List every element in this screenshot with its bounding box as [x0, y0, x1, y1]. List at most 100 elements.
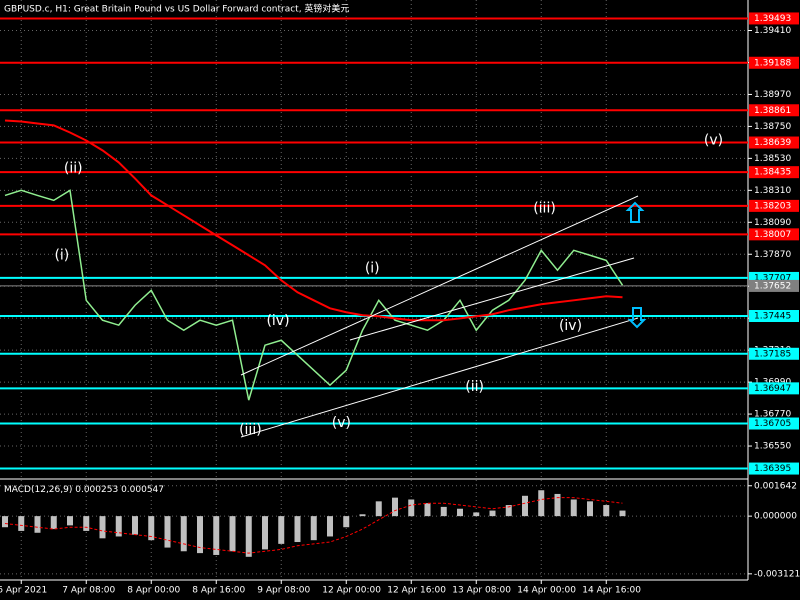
histogram-bar	[180, 516, 187, 552]
y-tick-label: 1.38310	[754, 186, 791, 196]
wave-label: (iv)	[266, 313, 289, 329]
histogram-bar	[440, 506, 447, 517]
histogram-bar	[132, 516, 138, 535]
wave-label: (i)	[54, 247, 69, 263]
x-tick-label: 8 Apr 00:00	[127, 586, 180, 596]
level-label: 1.37445	[754, 312, 791, 322]
level-label: 1.36395	[754, 464, 791, 474]
y-tick-label: 1.38750	[754, 122, 791, 132]
level-label-box	[749, 136, 799, 149]
x-tick-label: 7 Apr 08:00	[62, 586, 115, 596]
histogram-bar	[2, 516, 8, 528]
y-tick-label: 1.36550	[754, 442, 791, 452]
series-line	[4, 497, 623, 554]
current-price-box	[749, 279, 799, 292]
macd-main: 0.000253	[75, 485, 118, 495]
histogram-bar	[115, 516, 122, 537]
wave-label: (iii)	[239, 422, 262, 438]
histogram-bar	[457, 508, 463, 517]
histogram-bar	[587, 501, 593, 517]
y-tick-label: 1.37870	[754, 250, 791, 260]
level-label-box	[749, 228, 799, 241]
y-tick-label: 1.38530	[754, 154, 791, 164]
up-arrow	[625, 201, 645, 223]
histogram-bar	[83, 516, 90, 531]
x-tick-label: 13 Apr 08:00	[452, 586, 511, 596]
level-label-box	[749, 417, 799, 430]
histogram-bar	[603, 505, 610, 517]
level-label: 1.37185	[754, 349, 791, 359]
histogram-bar	[327, 516, 333, 537]
level-label-box	[749, 199, 799, 212]
y-tick-label: 1.38970	[754, 90, 791, 100]
y-tick-label: 0.001642	[754, 481, 797, 491]
histogram-bar	[538, 490, 545, 517]
current-price-label: 1.37652	[754, 281, 791, 291]
level-label-box	[749, 382, 799, 395]
histogram-bar	[505, 505, 512, 517]
wave-label: (ii)	[64, 160, 83, 176]
histogram-bar	[262, 516, 268, 550]
histogram-bar	[197, 516, 203, 554]
level-label-box	[749, 56, 799, 69]
level-label-box	[749, 347, 799, 360]
level-label: 1.39188	[754, 58, 791, 68]
y-tick-label: 1.39410	[754, 26, 791, 36]
histogram-bar	[67, 516, 73, 526]
level-label: 1.38639	[754, 138, 791, 148]
down-arrow	[627, 307, 647, 329]
macd-name: MACD(12,26,9)	[4, 485, 72, 495]
chart-title: GBPUSD.c, H1: Great Britain Pound vs US …	[4, 3, 349, 15]
histogram-bar	[278, 516, 285, 544]
histogram-bar	[424, 503, 431, 517]
channel-line	[349, 257, 635, 341]
level-label: 1.36705	[754, 419, 791, 429]
macd-signal: 0.000547	[121, 485, 164, 495]
level-label: 1.39493	[754, 14, 791, 24]
level-label: 1.36947	[754, 384, 791, 394]
histogram-bar	[18, 516, 25, 531]
wave-label: (v)	[332, 415, 351, 431]
histogram-bar	[245, 516, 252, 557]
level-label-box	[749, 104, 799, 117]
histogram-bar	[343, 516, 350, 528]
histogram-bar	[408, 499, 415, 517]
wave-label: (iv)	[559, 318, 582, 334]
level-label-box	[749, 12, 799, 25]
level-label: 1.38435	[754, 168, 791, 178]
histogram-bar	[392, 497, 398, 517]
histogram-bar	[310, 516, 317, 541]
histogram-bar	[473, 512, 480, 517]
y-tick-label: 1.38090	[754, 218, 791, 228]
histogram-bar	[148, 516, 155, 541]
level-label: 1.38203	[754, 201, 791, 211]
y-tick-label: 1.36770	[754, 410, 791, 420]
level-label-box	[749, 462, 799, 475]
histogram-bar	[213, 516, 220, 555]
histogram-bar	[375, 501, 382, 517]
histogram-bar	[359, 514, 366, 517]
x-tick-label: 14 Apr 16:00	[582, 586, 641, 596]
level-label-box	[749, 310, 799, 323]
y-tick-label: -0.003121	[754, 569, 800, 579]
series-line	[4, 119, 623, 322]
histogram-bar	[164, 516, 171, 548]
level-label: 1.38007	[754, 230, 791, 240]
x-tick-label: 14 Apr 00:00	[517, 586, 576, 596]
channel-line	[240, 195, 639, 376]
wave-label: (iii)	[533, 200, 556, 216]
histogram-bar	[522, 495, 528, 517]
level-label: 1.38861	[754, 106, 791, 116]
channel-line	[240, 317, 639, 438]
histogram-bar	[619, 510, 626, 517]
x-tick-label: 9 Apr 08:00	[257, 586, 310, 596]
level-label-box	[749, 166, 799, 179]
x-tick-label: 12 Apr 16:00	[387, 586, 446, 596]
wave-label: (v)	[704, 132, 723, 148]
histogram-bar	[34, 516, 41, 533]
x-tick-label: 8 Apr 16:00	[192, 586, 245, 596]
histogram-bar	[229, 516, 236, 552]
histogram-bar	[570, 499, 577, 517]
